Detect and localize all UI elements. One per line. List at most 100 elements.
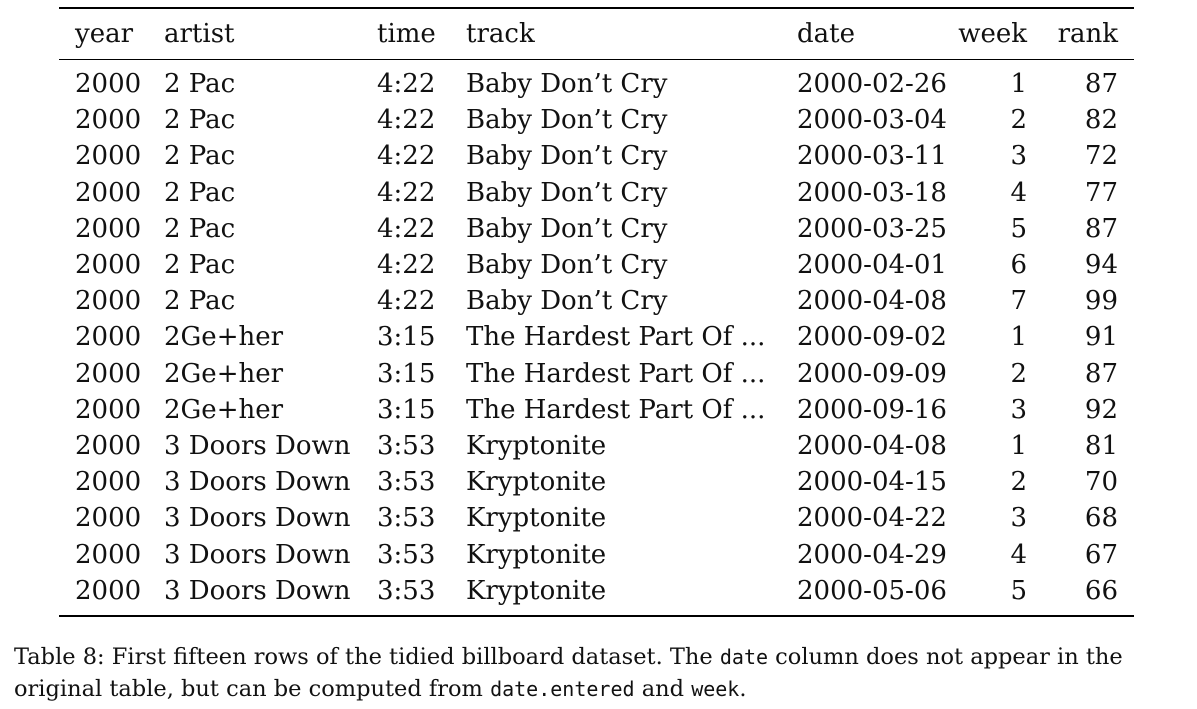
cell-artist: 2 Pac <box>164 177 236 208</box>
cell-date: 2000-03-11 <box>797 141 947 172</box>
cell-time: 4:22 <box>377 69 436 100</box>
cell-track: Baby Don’t Cry <box>466 250 668 281</box>
column-header-artist: artist <box>164 19 235 49</box>
cell-rank: 68 <box>1084 503 1118 534</box>
cell-date: 2000-04-29 <box>797 539 947 570</box>
cell-date: 2000-02-26 <box>797 69 947 100</box>
cell-time: 4:22 <box>377 286 436 317</box>
cell-year: 2000 <box>75 430 142 461</box>
table-body: 2000 2 Pac 4:22 Baby Don’t Cry 2000-02-26 1 87… <box>59 60 1134 616</box>
cell-week: 2 <box>1010 467 1027 498</box>
table-row: 2000 3 Doors Down 3:53 Kryptonite 2000-04-22… <box>59 500 1134 536</box>
cell-artist: 2 Pac <box>164 250 236 281</box>
column-header-rank: rank <box>1057 19 1118 49</box>
cell-artist: 2 Pac <box>164 213 236 244</box>
cell-time: 4:22 <box>377 213 436 244</box>
cell-week: 1 <box>1010 322 1027 353</box>
caption-text: column does not appear in the original t… <box>14 644 1123 702</box>
billboard-table: year artist time track date week rank 20… <box>59 7 1134 617</box>
cell-artist: 3 Doors Down <box>164 503 351 534</box>
cell-rank: 94 <box>1084 250 1118 281</box>
cell-date: 2000-04-22 <box>797 503 947 534</box>
cell-rank: 77 <box>1084 177 1118 208</box>
cell-rank: 70 <box>1084 467 1118 498</box>
cell-time: 3:53 <box>377 503 436 534</box>
table-row: 2000 2 Pac 4:22 Baby Don’t Cry 2000-04-01 6 94 <box>59 247 1134 283</box>
cell-week: 2 <box>1010 358 1027 389</box>
caption-code-week: week <box>691 677 740 701</box>
cell-year: 2000 <box>75 539 142 570</box>
cell-rank: 91 <box>1084 322 1118 353</box>
cell-artist: 3 Doors Down <box>164 430 351 461</box>
cell-date: 2000-09-09 <box>797 358 947 389</box>
cell-week: 1 <box>1010 430 1027 461</box>
cell-artist: 2Ge+her <box>164 358 284 389</box>
cell-year: 2000 <box>75 177 142 208</box>
cell-week: 3 <box>1010 141 1027 172</box>
table-row: 2000 2 Pac 4:22 Baby Don’t Cry 2000-02-26 1 87 <box>59 60 1134 103</box>
cell-track: Kryptonite <box>466 575 607 606</box>
cell-rank: 72 <box>1084 141 1118 172</box>
cell-artist: 2Ge+her <box>164 322 284 353</box>
table-row: 2000 2 Pac 4:22 Baby Don’t Cry 2000-03-11 3 72 <box>59 138 1134 174</box>
column-header-track: track <box>466 19 535 49</box>
cell-track: Kryptonite <box>466 539 607 570</box>
cell-time: 3:15 <box>377 394 436 425</box>
table-row: 2000 3 Doors Down 3:53 Kryptonite 2000-04-29… <box>59 536 1134 572</box>
cell-date: 2000-04-01 <box>797 250 947 281</box>
cell-artist: 3 Doors Down <box>164 467 351 498</box>
cell-track: The Hardest Part Of ... <box>466 322 766 353</box>
cell-date: 2000-09-02 <box>797 322 947 353</box>
cell-date: 2000-03-18 <box>797 177 947 208</box>
cell-time: 3:53 <box>377 467 436 498</box>
cell-track: Baby Don’t Cry <box>466 213 668 244</box>
cell-week: 3 <box>1010 503 1027 534</box>
cell-rank: 87 <box>1084 358 1118 389</box>
table-row: 2000 2 Pac 4:22 Baby Don’t Cry 2000-03-25 5 87 <box>59 211 1134 247</box>
cell-rank: 81 <box>1084 430 1118 461</box>
cell-rank: 82 <box>1084 105 1118 136</box>
table-row: 2000 3 Doors Down 3:53 Kryptonite 2000-05-06… <box>59 573 1134 616</box>
cell-year: 2000 <box>75 250 142 281</box>
cell-week: 7 <box>1010 286 1027 317</box>
cell-year: 2000 <box>75 213 142 244</box>
caption-code-date-entered: date.entered <box>490 677 635 701</box>
cell-week: 3 <box>1010 394 1027 425</box>
cell-date: 2000-03-04 <box>797 105 947 136</box>
cell-time: 3:53 <box>377 539 436 570</box>
table-row: 2000 2 Pac 4:22 Baby Don’t Cry 2000-04-08 7 99 <box>59 283 1134 319</box>
cell-rank: 92 <box>1084 394 1118 425</box>
caption-text: . <box>739 676 747 702</box>
cell-date: 2000-04-15 <box>797 467 947 498</box>
table-caption: Table 8: First fifteen rows of the tidie… <box>14 641 1194 705</box>
cell-week: 6 <box>1010 250 1027 281</box>
cell-year: 2000 <box>75 141 142 172</box>
cell-rank: 87 <box>1084 69 1118 100</box>
cell-year: 2000 <box>75 358 142 389</box>
cell-artist: 2 Pac <box>164 141 236 172</box>
cell-date: 2000-05-06 <box>797 575 947 606</box>
cell-year: 2000 <box>75 467 142 498</box>
cell-year: 2000 <box>75 105 142 136</box>
cell-artist: 2 Pac <box>164 69 236 100</box>
cell-week: 4 <box>1010 177 1027 208</box>
cell-week: 5 <box>1010 575 1027 606</box>
cell-year: 2000 <box>75 322 142 353</box>
table-row: 2000 2Ge+her 3:15 The Hardest Part Of ... 20… <box>59 319 1134 355</box>
table-row: 2000 2 Pac 4:22 Baby Don’t Cry 2000-03-18 4 77 <box>59 175 1134 211</box>
cell-year: 2000 <box>75 394 142 425</box>
cell-year: 2000 <box>75 69 142 100</box>
cell-time: 3:53 <box>377 430 436 461</box>
billboard-table-container: year artist time track date week rank 20… <box>59 7 1134 617</box>
cell-week: 2 <box>1010 105 1027 136</box>
column-header-time: time <box>377 19 436 49</box>
cell-time: 4:22 <box>377 250 436 281</box>
cell-year: 2000 <box>75 286 142 317</box>
cell-time: 4:22 <box>377 141 436 172</box>
table-row: 2000 2 Pac 4:22 Baby Don’t Cry 2000-03-04 2 82 <box>59 102 1134 138</box>
table-row: 2000 3 Doors Down 3:53 Kryptonite 2000-04-15… <box>59 464 1134 500</box>
cell-date: 2000-09-16 <box>797 394 947 425</box>
cell-year: 2000 <box>75 575 142 606</box>
cell-track: Baby Don’t Cry <box>466 105 668 136</box>
cell-artist: 2 Pac <box>164 105 236 136</box>
